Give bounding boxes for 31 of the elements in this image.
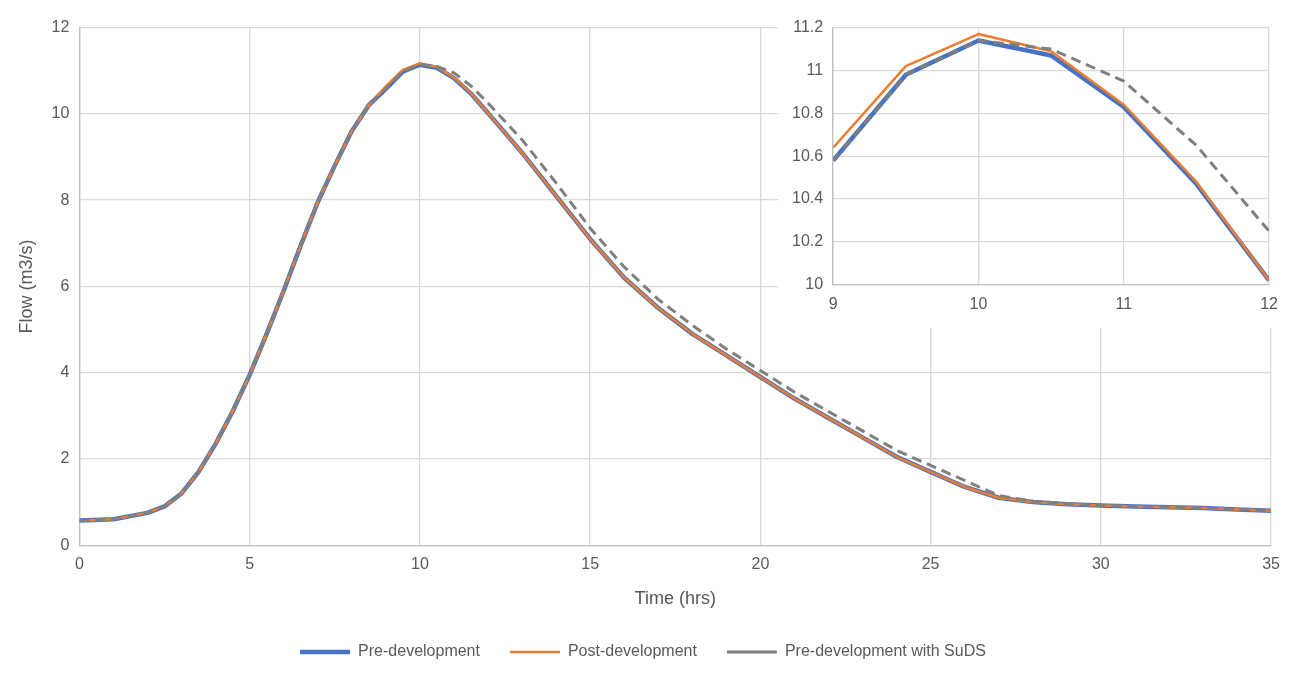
- x-tick-label: 30: [1091, 555, 1110, 573]
- legend-label: Post-development: [567, 642, 698, 660]
- x-tick-label: 5: [245, 555, 255, 573]
- x-tick-label: 35: [1262, 555, 1281, 573]
- y-tick-label: 6: [60, 276, 70, 294]
- x-tick-label: 11: [1115, 294, 1133, 312]
- y-tick-label: 10.6: [792, 146, 824, 164]
- y-tick-label: 10: [51, 104, 70, 122]
- y-tick-label: 10.2: [792, 232, 824, 250]
- x-tick-label: 9: [828, 294, 838, 312]
- x-tick-label: 25: [921, 555, 940, 573]
- y-axis-title: Flow (m3/s): [15, 239, 36, 334]
- y-tick-label: 8: [60, 190, 70, 208]
- x-tick-label: 10: [969, 294, 988, 312]
- x-tick-label: 20: [751, 555, 770, 573]
- x-tick-label: 10: [410, 555, 429, 573]
- x-tick-label: 12: [1260, 294, 1279, 312]
- y-tick-label: 10.4: [792, 189, 824, 207]
- x-axis-title: Time (hrs): [634, 588, 716, 609]
- y-tick-label: 11.2: [793, 18, 824, 36]
- legend-label: Pre-development: [358, 642, 481, 660]
- x-tick-label: 0: [74, 555, 84, 573]
- y-tick-label: 10: [805, 275, 824, 293]
- x-tick-label: 15: [581, 555, 600, 573]
- legend-label: Pre-development with SuDS: [784, 642, 986, 660]
- y-tick-label: 4: [60, 363, 70, 381]
- y-tick-label: 2: [60, 449, 70, 467]
- y-tick-label: 0: [60, 535, 70, 553]
- y-tick-label: 10.8: [792, 103, 824, 121]
- y-tick-label: 11: [806, 60, 824, 78]
- y-tick-label: 12: [51, 18, 70, 36]
